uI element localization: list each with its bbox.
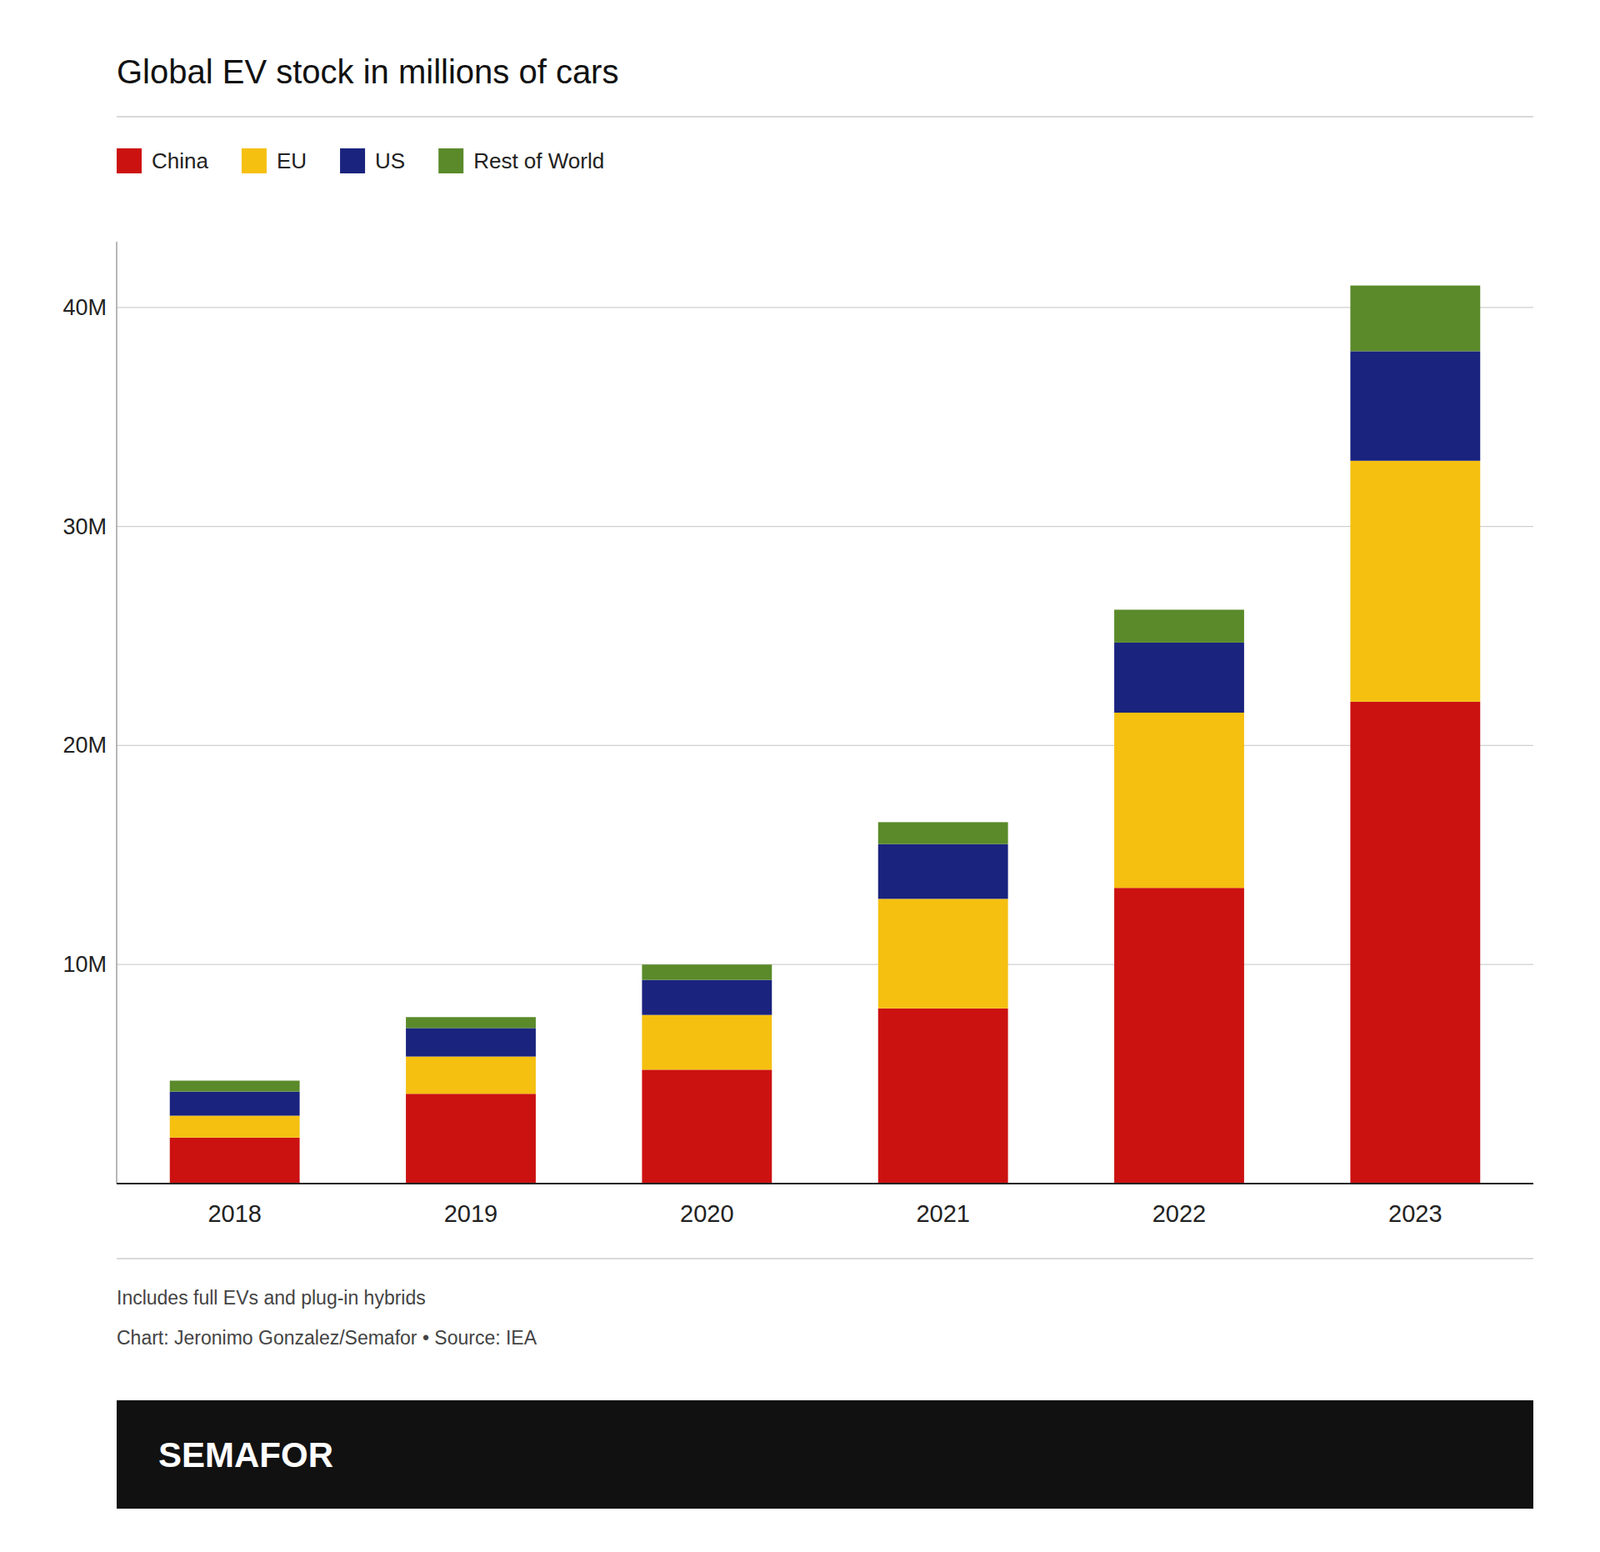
x-tick-label: 2023 xyxy=(1388,1200,1443,1227)
bars xyxy=(170,285,1481,1184)
grid-line xyxy=(116,525,1534,527)
bar xyxy=(405,1027,536,1056)
legend-swatch xyxy=(116,148,142,174)
branding-text: SEMAFOR xyxy=(158,1435,334,1475)
series xyxy=(170,460,1481,1138)
note: Chart: Jeronimo Gonzalez/Semafor • Sourc… xyxy=(116,1326,538,1349)
legend-label: Rest of World xyxy=(473,148,605,174)
series xyxy=(170,285,1481,1092)
title: Global EV stock in millions of cars xyxy=(116,53,619,90)
bar xyxy=(170,1091,300,1116)
legend-item: Rest of World xyxy=(438,148,605,174)
separator xyxy=(116,1257,1534,1260)
grid-line xyxy=(116,964,1534,965)
grid-line xyxy=(116,745,1534,746)
branding: SEMAFOR xyxy=(116,1400,1534,1509)
series xyxy=(170,701,1481,1184)
legend-item: US xyxy=(340,148,405,174)
x-tick-label: 2018 xyxy=(207,1200,262,1227)
y-tick-label: 20M xyxy=(62,732,107,758)
legend-swatch xyxy=(438,148,464,174)
x-tick-label: 2022 xyxy=(1152,1200,1207,1227)
bar xyxy=(878,898,1009,1008)
y-tick-label: 30M xyxy=(62,514,107,540)
bar xyxy=(878,844,1009,900)
branding-bar xyxy=(116,1400,1534,1509)
grid-line xyxy=(116,306,1534,308)
bar xyxy=(641,980,772,1015)
note: Includes full EVs and plug-in hybrids xyxy=(116,1286,426,1309)
bar xyxy=(1350,285,1480,352)
bar xyxy=(641,964,772,980)
legend-swatch xyxy=(340,148,365,174)
bar xyxy=(641,1015,772,1070)
x-tick-label: 2020 xyxy=(680,1200,735,1227)
bar xyxy=(170,1137,300,1184)
bar xyxy=(170,1115,300,1138)
x-axis: 2018 2019 2020 2021 2022 2023 xyxy=(116,1183,1534,1227)
bar xyxy=(170,1080,300,1091)
bar xyxy=(405,1016,536,1028)
bar xyxy=(878,1008,1009,1184)
series xyxy=(170,350,1481,1115)
bar xyxy=(1350,460,1480,702)
x-tick-label: 2019 xyxy=(444,1200,499,1227)
bar xyxy=(878,821,1009,844)
legend-item: China xyxy=(116,148,209,174)
legend: China EU US Rest of World xyxy=(116,148,605,174)
legend-label: EU xyxy=(276,148,307,174)
y-tick-label: 40M xyxy=(62,295,107,320)
bar xyxy=(405,1056,536,1095)
y-axis-line xyxy=(115,241,117,1184)
notes: Includes full EVs and plug-in hybrids Cha… xyxy=(116,1286,538,1349)
bar xyxy=(1114,887,1245,1184)
bar xyxy=(1350,701,1480,1184)
separator xyxy=(116,115,1534,118)
legend-label: US xyxy=(375,148,405,174)
bar xyxy=(1350,350,1480,460)
x-axis-line xyxy=(116,1182,1534,1185)
legend-swatch xyxy=(241,148,267,174)
bar xyxy=(405,1093,536,1184)
bar xyxy=(1114,712,1245,888)
y-axis: 10M 20M 30M 40M xyxy=(62,241,1534,1184)
bar xyxy=(641,1069,772,1184)
chart: Global EV stock in millions of cars 10M 20… xyxy=(0,0,1600,1552)
bar xyxy=(1114,609,1245,642)
legend-item: EU xyxy=(241,148,307,174)
bar xyxy=(1114,642,1245,713)
y-tick-label: 10M xyxy=(62,951,107,977)
x-tick-label: 2021 xyxy=(915,1200,970,1227)
legend-label: China xyxy=(151,148,209,174)
